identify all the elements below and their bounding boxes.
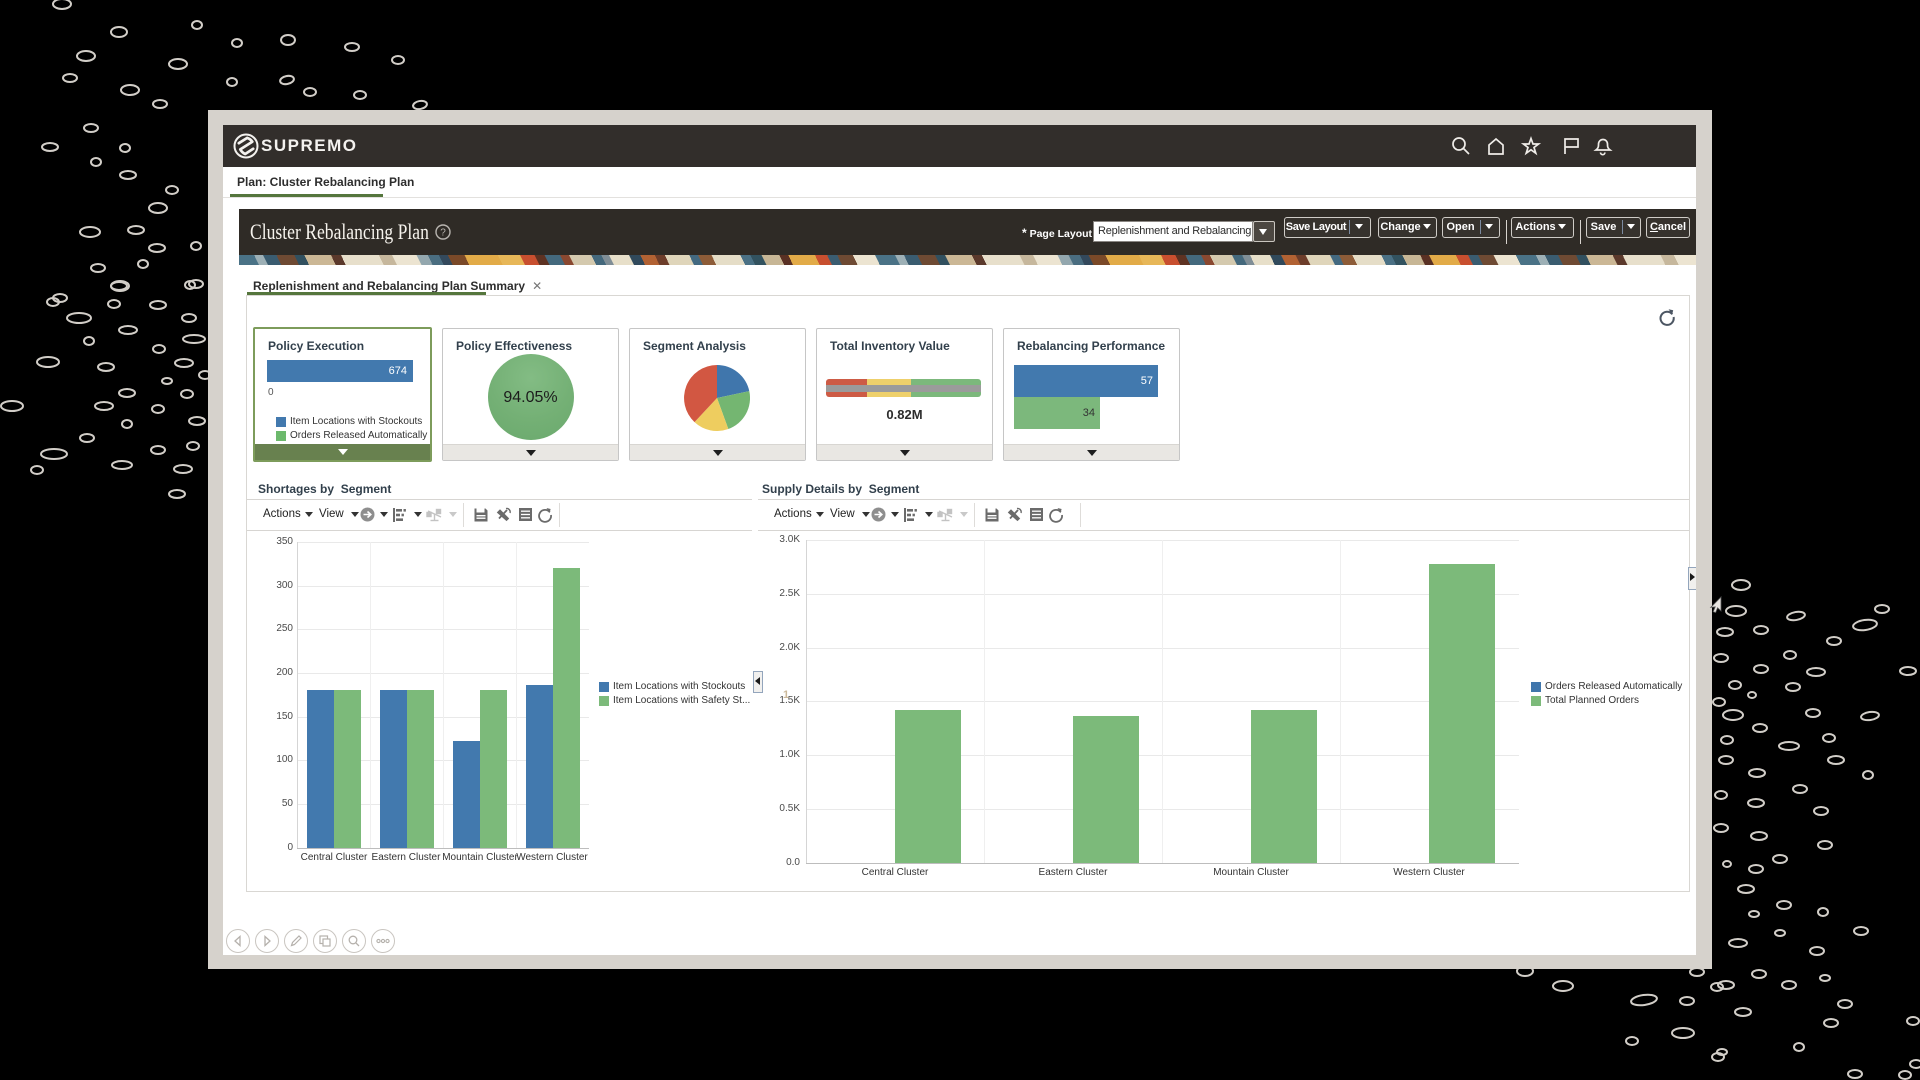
svg-text:?: ?: [440, 228, 446, 239]
